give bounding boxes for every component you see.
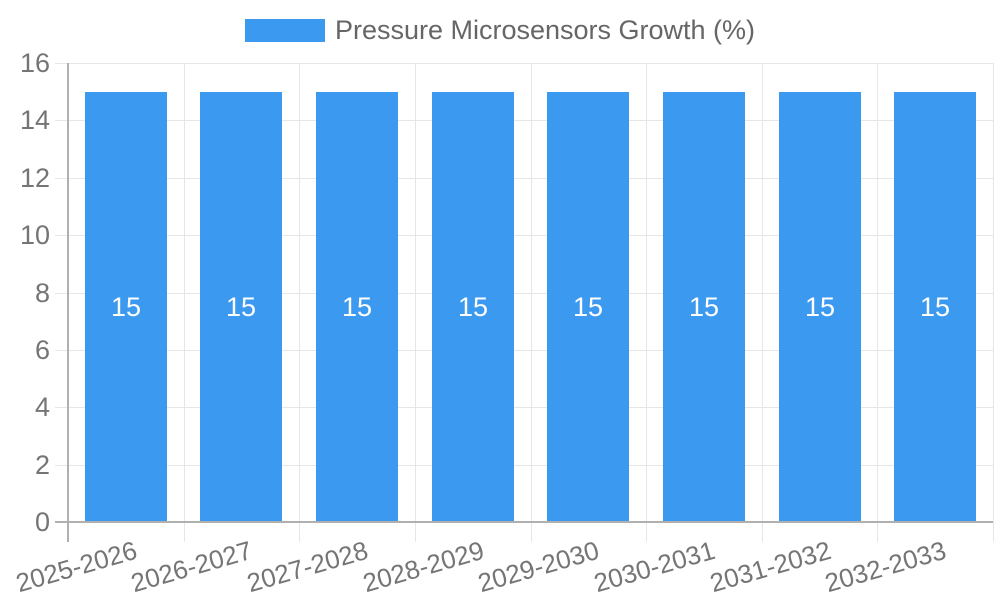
bar-value-label: 15 xyxy=(919,292,951,322)
y-gridline xyxy=(55,235,993,236)
y-gridline xyxy=(55,63,993,64)
x-gridline xyxy=(762,63,763,542)
bar[interactable] xyxy=(894,92,976,522)
x-gridline xyxy=(184,63,185,542)
bar[interactable] xyxy=(200,92,282,522)
legend-label: Pressure Microsensors Growth (%) xyxy=(334,15,756,45)
bar-value-label: 15 xyxy=(341,292,373,322)
y-gridline xyxy=(55,465,993,466)
x-gridline xyxy=(415,63,416,542)
y-gridline xyxy=(55,178,993,179)
x-gridline xyxy=(646,63,647,542)
bar[interactable] xyxy=(316,92,398,522)
y-axis-tick-label: 4 xyxy=(34,392,50,422)
y-axis-tick-label: 12 xyxy=(19,163,50,193)
y-axis-tick-label: 2 xyxy=(34,450,50,480)
bar[interactable] xyxy=(547,92,629,522)
y-axis-tick-label: 14 xyxy=(19,105,50,135)
y-axis-tick-label: 6 xyxy=(34,335,50,365)
legend-swatch-icon xyxy=(244,18,325,42)
bar[interactable] xyxy=(85,92,167,522)
bar-value-label: 15 xyxy=(804,292,836,322)
bar-value-label: 15 xyxy=(688,292,720,322)
bar-value-label: 15 xyxy=(572,292,604,322)
bar-value-label: 15 xyxy=(225,292,257,322)
bar-value-label: 15 xyxy=(110,292,142,322)
y-gridline xyxy=(55,120,993,121)
y-gridline xyxy=(55,407,993,408)
bar[interactable] xyxy=(432,92,514,522)
bar-value-label: 15 xyxy=(457,292,489,322)
y-axis-line xyxy=(67,63,69,542)
x-gridline xyxy=(299,63,300,542)
y-axis-tick-label: 8 xyxy=(34,278,50,308)
x-gridline xyxy=(531,63,532,542)
y-axis-tick-label: 0 xyxy=(34,507,50,537)
y-axis-tick-label: 10 xyxy=(19,220,50,250)
x-axis-line xyxy=(55,521,993,523)
x-gridline xyxy=(993,63,994,542)
y-axis-tick-label: 16 xyxy=(19,48,50,78)
y-gridline xyxy=(55,293,993,294)
y-gridline xyxy=(55,350,993,351)
bar[interactable] xyxy=(663,92,745,522)
bar[interactable] xyxy=(779,92,861,522)
legend[interactable]: Pressure Microsensors Growth (%) xyxy=(0,16,1000,44)
x-gridline xyxy=(877,63,878,542)
